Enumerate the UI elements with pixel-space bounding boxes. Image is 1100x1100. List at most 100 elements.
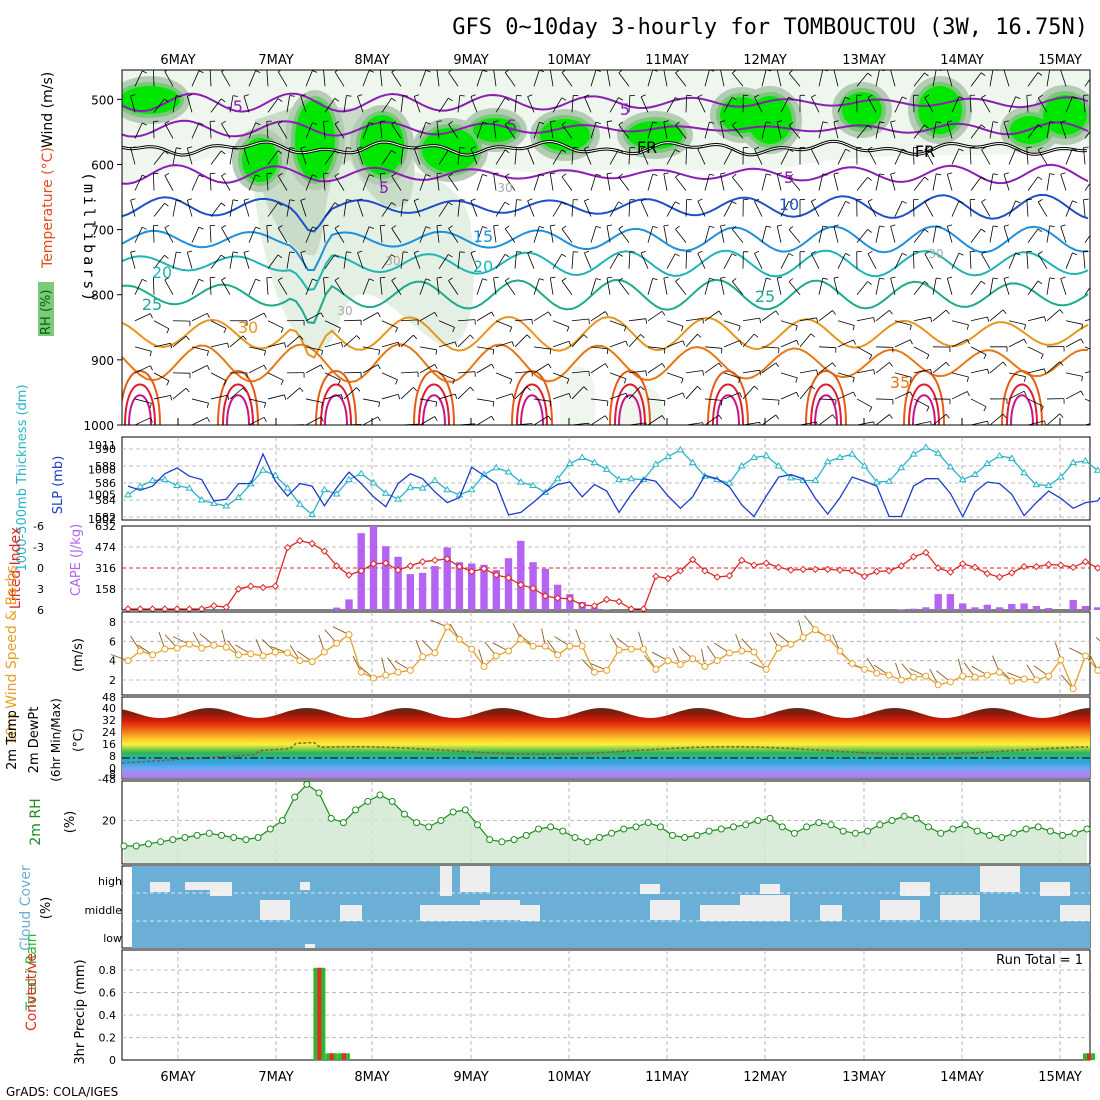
data-point: [218, 831, 225, 839]
data-point: [688, 555, 697, 564]
data-point: [590, 668, 598, 676]
cloud-patch: [1060, 905, 1090, 921]
data-point: [860, 572, 869, 581]
data-point: [1020, 468, 1028, 476]
upper-air-panel: -5 5 5 5 5 10 15 20 20 25 25 30 30 30 30 30 35 FR FR 500 60…: [83, 69, 1091, 433]
rh-legend-swatch: [38, 282, 54, 336]
data-point: [553, 594, 562, 602]
data-point: [492, 652, 500, 660]
data-point: [909, 450, 918, 457]
data-point: [284, 649, 292, 657]
data-point: [413, 819, 421, 827]
data-point: [1008, 677, 1016, 685]
data-point: [836, 647, 844, 655]
cape-bar: [909, 608, 918, 610]
tick-label: 20: [102, 815, 116, 828]
data-point: [230, 834, 238, 841]
data-point: [181, 834, 189, 841]
data-point: [517, 581, 525, 589]
data-point: [467, 485, 476, 493]
data-point: [664, 574, 672, 583]
tick-label: 3: [37, 583, 44, 596]
cape-bar: [333, 607, 341, 610]
axis-label: (%): [63, 811, 78, 834]
data-point: [851, 829, 859, 837]
data-point: [315, 789, 323, 797]
data-point: [669, 831, 676, 839]
data-point: [124, 657, 132, 665]
data-point: [762, 559, 771, 567]
contour-label: 30: [497, 181, 512, 195]
data-point: [717, 825, 725, 833]
data-point: [443, 485, 452, 493]
cape-lifted-index-panel: -6 -3 0 3 6 632 474 316 158 Lifted Index CAPE (J/k…: [8, 520, 1100, 617]
data-point: [725, 571, 734, 580]
data-point: [455, 562, 464, 571]
cape-bar: [517, 540, 525, 610]
data-point: [308, 539, 316, 548]
data-point: [522, 831, 530, 839]
cape-bar: [455, 562, 464, 610]
data-point: [144, 840, 152, 848]
data-point: [961, 821, 969, 829]
data-point: [651, 460, 660, 467]
tick-label: 0: [109, 1054, 116, 1067]
cloud-patch: [260, 900, 290, 920]
rh2m-panel: 20 2m RH (%): [28, 780, 1091, 865]
cape-bar: [504, 558, 513, 610]
data-point: [541, 592, 550, 600]
data-point: [1045, 672, 1053, 680]
data-point: [498, 838, 506, 846]
data-point: [971, 563, 979, 572]
data-point: [603, 666, 611, 674]
data-point: [750, 561, 758, 569]
data-point: [836, 566, 844, 574]
data-point: [431, 649, 439, 657]
data-point: [247, 582, 255, 590]
data-point: [688, 458, 697, 466]
cape-bar: [443, 547, 451, 610]
tick-label: 474: [95, 541, 116, 554]
data-point: [566, 642, 574, 650]
axis-label: 2m RH: [28, 798, 44, 845]
tick-label: 582: [95, 511, 116, 524]
cape-bar: [431, 566, 439, 610]
cloud-patch: [440, 866, 452, 896]
data-point: [615, 475, 623, 483]
data-point: [705, 827, 713, 835]
data-point: [222, 501, 231, 509]
data-point: [308, 658, 316, 666]
tick-label: 0.8: [99, 964, 117, 977]
day-label-bottom: 14MAY: [940, 1070, 984, 1085]
data-point: [750, 453, 758, 460]
axis-label: Total / Rain: [24, 933, 40, 1011]
tick-label: 48: [102, 691, 116, 704]
cape-bar: [418, 572, 427, 610]
data-point: [160, 475, 169, 483]
data-point: [958, 475, 967, 483]
data-point: [644, 819, 652, 827]
data-point: [271, 471, 280, 478]
pressure-tick: 600: [91, 158, 114, 172]
data-point: [827, 821, 835, 829]
data-point: [873, 669, 881, 677]
day-label-top: 11MAY: [645, 53, 689, 68]
data-point: [897, 463, 906, 471]
data-point: [132, 842, 140, 850]
data-point: [983, 671, 991, 679]
contour-label: 25: [755, 287, 775, 306]
tick-label: 2: [109, 674, 116, 687]
day-label-top: 15MAY: [1038, 53, 1082, 68]
data-point: [1081, 557, 1090, 566]
slp-thickness-panel: 590 588 586 584 582 1011 1008 1005 1002 1000-500m…: [15, 384, 1100, 572]
pressure-tick: 700: [91, 224, 114, 238]
cloud-patch: [640, 884, 660, 894]
cloud-patch: [980, 866, 1020, 892]
axis-label: 3hr Precip (mm): [73, 959, 88, 1064]
data-point: [885, 477, 893, 484]
data-point: [197, 496, 206, 503]
axis-label: Lifted Index: [8, 527, 24, 609]
data-point: [900, 812, 908, 820]
data-point: [873, 567, 881, 576]
